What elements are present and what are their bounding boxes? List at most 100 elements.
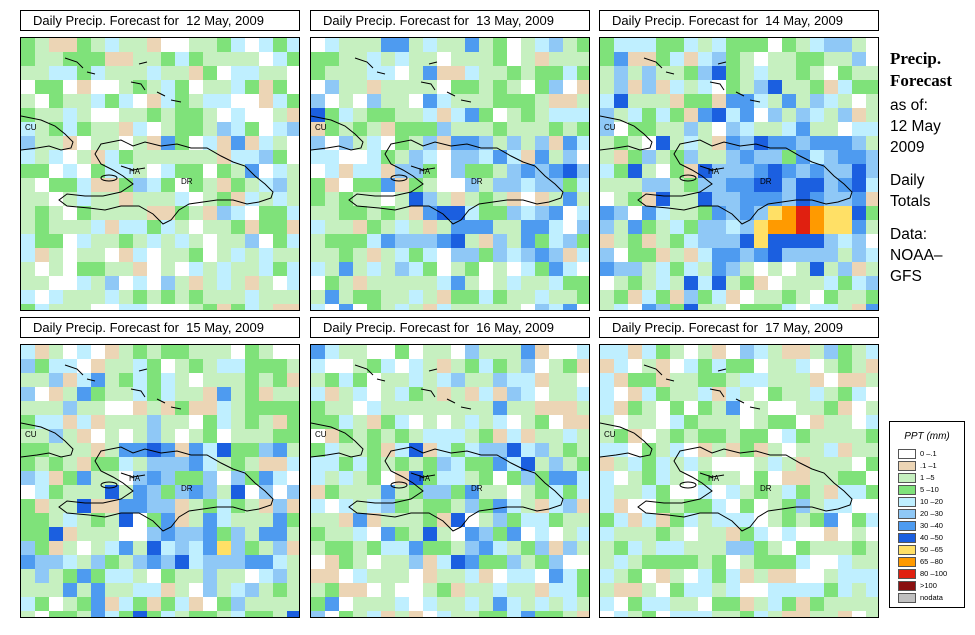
- precip-cell: [161, 136, 175, 150]
- precip-cell: [866, 597, 878, 611]
- precip-cell: [21, 415, 35, 429]
- precip-cell: [119, 304, 133, 310]
- precip-cell: [782, 136, 796, 150]
- precip-cell: [231, 94, 245, 108]
- precip-cell: [147, 471, 161, 485]
- precip-cell: [311, 52, 325, 66]
- precip-cell: [493, 415, 507, 429]
- precip-cell: [77, 38, 91, 52]
- precip-cell: [796, 485, 810, 499]
- forecast-panel-1: Daily Precip. Forecast for 12 May, 2009 …: [20, 10, 300, 311]
- precip-cell: [684, 234, 698, 248]
- precip-cell: [451, 290, 465, 304]
- precip-cell: [563, 345, 577, 359]
- precip-cell: [161, 569, 175, 583]
- precip-cell: [339, 80, 353, 94]
- precip-cell: [423, 80, 437, 94]
- precip-cell: [325, 499, 339, 513]
- map-label-dominican_republic: DR: [760, 484, 772, 493]
- precip-cell: [577, 220, 589, 234]
- precip-cell: [133, 38, 147, 52]
- precip-cell: [395, 569, 409, 583]
- precip-cell: [740, 527, 754, 541]
- precip-cell: [381, 471, 395, 485]
- precip-cell: [698, 276, 712, 290]
- precip-cell: [21, 555, 35, 569]
- legend-label: nodata: [920, 593, 943, 602]
- precip-cell: [656, 499, 670, 513]
- precip-cell: [133, 555, 147, 569]
- precip-cell: [796, 373, 810, 387]
- precip-cell: [726, 471, 740, 485]
- precip-cell: [521, 415, 535, 429]
- precip-cell: [133, 485, 147, 499]
- precip-cell: [628, 527, 642, 541]
- precip-cell: [670, 234, 684, 248]
- precip-cell: [866, 541, 878, 555]
- precip-cell: [712, 234, 726, 248]
- precip-cell: [656, 164, 670, 178]
- precip-cell: [838, 122, 852, 136]
- precip-cell: [782, 108, 796, 122]
- precip-cell: [311, 429, 325, 443]
- precip-cell: [175, 583, 189, 597]
- precip-cell: [423, 248, 437, 262]
- precip-cell: [437, 94, 451, 108]
- precip-cell: [367, 122, 381, 136]
- precip-cell: [614, 234, 628, 248]
- precip-cell: [712, 192, 726, 206]
- precip-cell: [824, 94, 838, 108]
- precip-cell: [353, 94, 367, 108]
- precip-cell: [91, 527, 105, 541]
- precip-cell: [549, 555, 563, 569]
- precip-cell: [614, 66, 628, 80]
- precip-cell: [21, 541, 35, 555]
- precip-cell: [91, 611, 105, 617]
- precip-cell: [479, 485, 493, 499]
- precip-cell: [670, 485, 684, 499]
- precip-cell: [77, 262, 91, 276]
- precip-cell: [656, 206, 670, 220]
- precip-cell: [810, 178, 824, 192]
- precip-cell-heavy: [768, 234, 782, 248]
- legend-item: 5 –10: [898, 485, 960, 496]
- precip-cell: [866, 94, 878, 108]
- precip-cell: [217, 345, 231, 359]
- precip-cell: [91, 220, 105, 234]
- precip-cell: [796, 52, 810, 66]
- precip-cell: [712, 387, 726, 401]
- precip-cell: [740, 304, 754, 310]
- precip-cell: [259, 499, 273, 513]
- precip-cell: [147, 122, 161, 136]
- precip-cell: [189, 611, 203, 617]
- precip-cell: [203, 192, 217, 206]
- precip-cell: [339, 234, 353, 248]
- legend-swatch: [898, 521, 916, 531]
- precip-cell: [49, 457, 63, 471]
- precip-cell: [810, 401, 824, 415]
- precip-cell: [838, 373, 852, 387]
- precip-cell: [600, 415, 614, 429]
- precip-cell: [273, 276, 287, 290]
- precip-cell: [91, 345, 105, 359]
- precip-cell: [549, 611, 563, 617]
- precip-cell: [507, 276, 521, 290]
- precip-cell: [161, 513, 175, 527]
- precip-cell: [628, 555, 642, 569]
- precip-cell: [712, 611, 726, 617]
- precip-cell: [866, 66, 878, 80]
- precip-cell: [203, 262, 217, 276]
- precip-cell: [563, 220, 577, 234]
- map-label-dominican_republic: DR: [181, 484, 193, 493]
- precip-cell: [782, 443, 796, 457]
- precip-cell: [852, 220, 866, 234]
- precip-cell: [838, 150, 852, 164]
- precip-cell: [563, 290, 577, 304]
- precip-cell: [642, 429, 656, 443]
- precip-cell: [175, 387, 189, 401]
- precip-cell: [600, 248, 614, 262]
- precip-cell: [175, 443, 189, 457]
- precip-cell: [437, 52, 451, 66]
- precip-cell: [852, 499, 866, 513]
